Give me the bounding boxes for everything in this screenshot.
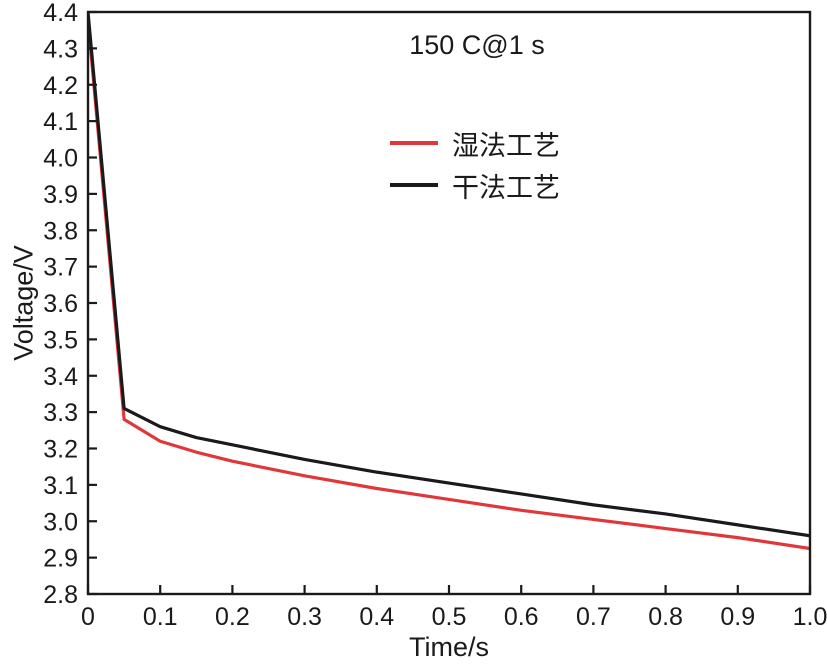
- series-line-1: [88, 12, 810, 538]
- y-tick-label: 3.4: [43, 363, 78, 391]
- y-tick-label: 3.8: [43, 217, 78, 245]
- y-tick-label: 3.7: [43, 254, 78, 282]
- y-tick-label: 3.3: [43, 399, 78, 427]
- y-axis-label: Voltage/V: [8, 245, 39, 361]
- legend-swatch-dry-process: [390, 183, 438, 187]
- y-tick-label: 3.5: [43, 326, 78, 354]
- y-tick-label: 4.2: [43, 72, 78, 100]
- x-axis-label: Time/s: [409, 632, 489, 662]
- y-tick-label: 3.0: [43, 508, 78, 536]
- y-tick-label: 4.0: [43, 145, 78, 173]
- y-tick-label: 3.6: [43, 290, 78, 318]
- y-tick-label: 3.9: [43, 181, 78, 209]
- y-tick-label: 4.1: [43, 108, 78, 136]
- legend: 湿法工艺 干法工艺: [390, 126, 560, 210]
- x-tick-label: 0.8: [648, 603, 683, 631]
- y-tick-label: 3.2: [43, 436, 78, 464]
- legend-item-dry-process: 干法工艺: [390, 168, 560, 203]
- y-tick-label: 3.1: [43, 472, 78, 500]
- chart-title: 150 C@1 s: [409, 30, 545, 60]
- legend-swatch-wet-process: [390, 141, 438, 145]
- x-tick-label: 0.7: [576, 603, 611, 631]
- x-tick-label: 0.6: [504, 603, 539, 631]
- legend-label-wet-process: 湿法工艺: [452, 130, 560, 161]
- legend-item-wet-process: 湿法工艺: [390, 126, 560, 161]
- series-line-0: [88, 17, 810, 551]
- x-tick-label: 0.9: [720, 603, 755, 631]
- x-tick-label: 0.4: [359, 603, 394, 631]
- x-tick-label: 1.0: [793, 603, 827, 631]
- x-tick-label: 0: [81, 603, 95, 631]
- y-tick-label: 2.9: [43, 545, 78, 573]
- x-tick-label: 0.3: [287, 603, 322, 631]
- y-tick-label: 4.3: [43, 35, 78, 63]
- x-tick-label: 0.1: [143, 603, 178, 631]
- plot-border: [86, 10, 812, 596]
- y-tick-label: 4.4: [43, 0, 78, 27]
- x-tick-label: 0.5: [432, 603, 467, 631]
- x-tick-label: 0.2: [215, 603, 250, 631]
- legend-label-dry-process: 干法工艺: [452, 172, 560, 203]
- y-tick-label: 2.8: [43, 581, 78, 609]
